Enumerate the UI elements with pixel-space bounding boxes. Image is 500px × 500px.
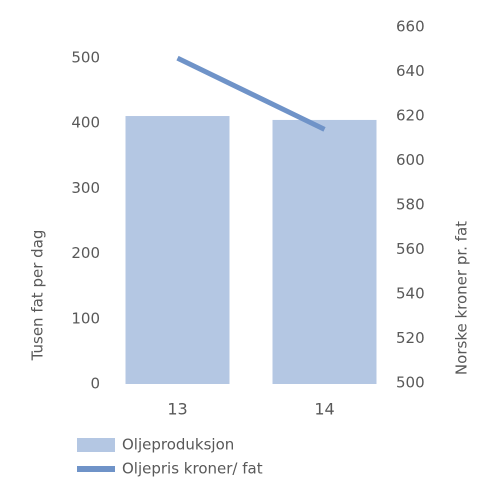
y-axis-title: Tusen fat per dag [29, 230, 47, 362]
y-tick-label: 400 [71, 114, 100, 132]
y2-tick-label: 500 [396, 374, 425, 392]
legend-label: Oljeproduksjon [122, 436, 234, 454]
y2-tick-label: 560 [396, 240, 425, 258]
legend-swatch [77, 466, 115, 472]
legend-label: Oljepris kroner/ fat [122, 460, 263, 478]
y2-tick-label: 640 [396, 62, 425, 80]
y2-axis-title: Norske kroner pr. fat [453, 221, 471, 375]
y2-tick-label: 620 [396, 107, 425, 125]
y2-tick-label: 540 [396, 285, 425, 303]
y-tick-label: 300 [71, 179, 100, 197]
x-tick-label: 13 [167, 400, 187, 419]
line [176, 55, 326, 132]
legend-swatch [77, 438, 115, 452]
y-tick-label: 500 [71, 49, 100, 67]
y-tick-label: 200 [71, 244, 100, 262]
y-tick-label: 0 [90, 375, 100, 393]
y2-tick-label: 520 [396, 329, 425, 347]
y2-tick-label: 580 [396, 196, 425, 214]
bar [125, 116, 230, 384]
y2-tick-label: 600 [396, 151, 425, 169]
bar [272, 119, 377, 384]
x-tick-label: 14 [314, 400, 334, 419]
y2-tick-label: 660 [396, 18, 425, 36]
y-tick-label: 100 [71, 309, 100, 327]
